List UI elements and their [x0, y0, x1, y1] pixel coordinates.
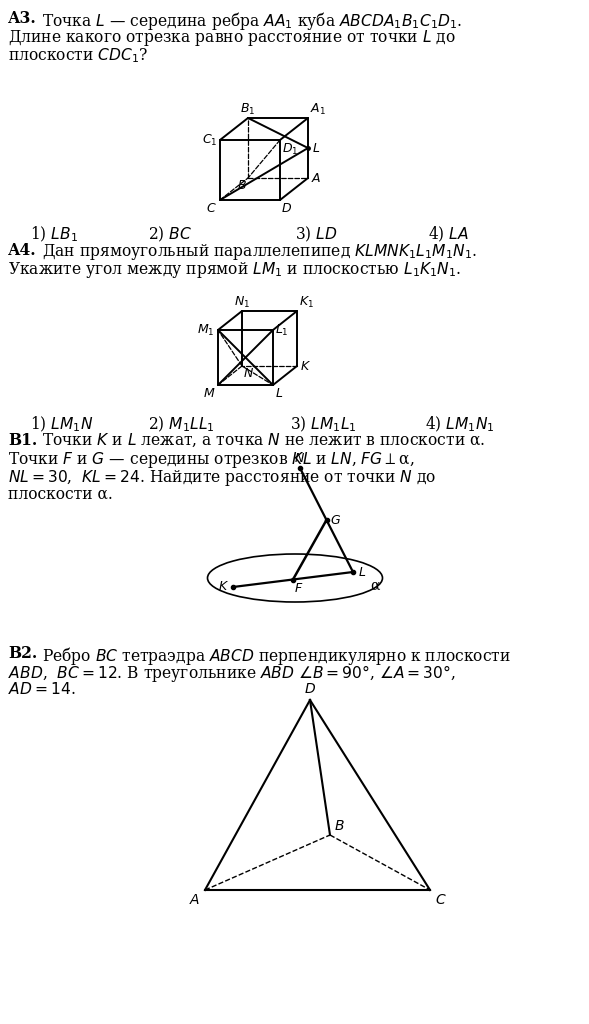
Text: $NL = 30$,  $KL = 24$. Найдите расстояние от точки $N$ до: $NL = 30$, $KL = 24$. Найдите расстояние…	[8, 468, 436, 488]
Text: $AD = 14$.: $AD = 14$.	[8, 681, 75, 698]
Text: Дан прямоугольный параллелепипед $KLMNK_1L_1M_1N_1$.: Дан прямоугольный параллелепипед $KLMNK_…	[42, 242, 477, 262]
Text: Длине какого отрезка равно расстояние от точки $L$ до: Длине какого отрезка равно расстояние от…	[8, 28, 456, 48]
Text: α: α	[370, 579, 379, 593]
Text: Ребро $BC$ тетраэдра $ABCD$ перпендикулярно к плоскости: Ребро $BC$ тетраэдра $ABCD$ перпендикуля…	[42, 645, 511, 667]
Text: $L_1$: $L_1$	[275, 323, 289, 338]
Text: $N$: $N$	[294, 452, 306, 465]
Text: $A$: $A$	[311, 171, 322, 184]
Text: $B_1$: $B_1$	[240, 102, 256, 117]
Text: $M$: $M$	[203, 387, 215, 400]
Text: $D$: $D$	[304, 682, 316, 696]
Text: Точки $F$ и $G$ — середины отрезков $KL$ и $LN$, $FG\perp$α,: Точки $F$ и $G$ — середины отрезков $KL$…	[8, 450, 415, 470]
Text: плоскости α.: плоскости α.	[8, 486, 113, 503]
Text: $L$: $L$	[358, 565, 366, 579]
Text: 4) $LA$: 4) $LA$	[428, 225, 469, 245]
Text: $G$: $G$	[330, 513, 342, 526]
Text: $C_1$: $C_1$	[201, 132, 217, 147]
Text: 1) $LM_1N$: 1) $LM_1N$	[30, 415, 94, 434]
Text: А3.: А3.	[8, 10, 37, 27]
Text: $N$: $N$	[243, 367, 254, 380]
Text: $B$: $B$	[334, 819, 345, 833]
Text: $N_1$: $N_1$	[234, 295, 250, 310]
Text: 1) $LB_1$: 1) $LB_1$	[30, 225, 78, 245]
Text: $A$: $A$	[188, 893, 200, 907]
Text: 3) $LM_1L_1$: 3) $LM_1L_1$	[290, 415, 357, 434]
Text: $L$: $L$	[275, 387, 283, 400]
Text: $D$: $D$	[281, 202, 292, 215]
Text: $C$: $C$	[435, 893, 446, 907]
Text: 4) $LM_1N_1$: 4) $LM_1N_1$	[425, 415, 495, 434]
Text: Укажите угол между прямой $LM_1$ и плоскостью $L_1K_1N_1$.: Укажите угол между прямой $LM_1$ и плоск…	[8, 260, 461, 280]
Text: Точки $K$ и $L$ лежат, а точка $N$ не лежит в плоскости α.: Точки $K$ и $L$ лежат, а точка $N$ не ле…	[42, 432, 485, 450]
Text: В2.: В2.	[8, 645, 37, 662]
Text: $K$: $K$	[300, 359, 311, 373]
Text: плоскости $CDC_1$?: плоскости $CDC_1$?	[8, 46, 148, 65]
Text: $A_1$: $A_1$	[310, 102, 326, 117]
Text: 2) $BC$: 2) $BC$	[148, 225, 192, 245]
Text: $L$: $L$	[312, 141, 320, 155]
Text: $B$: $B$	[237, 179, 247, 193]
Text: $ABD$,  $BC = 12$. В треугольнике $ABD$ $\angle B = 90°$, $\angle A = 30°$,: $ABD$, $BC = 12$. В треугольнике $ABD$ $…	[8, 663, 455, 684]
Text: В1.: В1.	[8, 432, 37, 449]
Text: $M_1$: $M_1$	[197, 323, 215, 338]
Text: $K$: $K$	[218, 581, 229, 594]
Text: $D_1$: $D_1$	[282, 142, 299, 157]
Text: Точка $L$ — середина ребра $AA_1$ куба $ABCDA_1B_1C_1D_1$.: Точка $L$ — середина ребра $AA_1$ куба $…	[42, 10, 462, 32]
Text: $K_1$: $K_1$	[299, 295, 314, 310]
Text: А4.: А4.	[8, 242, 37, 259]
Text: $F$: $F$	[294, 583, 303, 596]
Text: $C$: $C$	[206, 202, 217, 215]
Text: 3) $LD$: 3) $LD$	[295, 225, 337, 245]
Text: 2) $M_1LL_1$: 2) $M_1LL_1$	[148, 415, 215, 434]
